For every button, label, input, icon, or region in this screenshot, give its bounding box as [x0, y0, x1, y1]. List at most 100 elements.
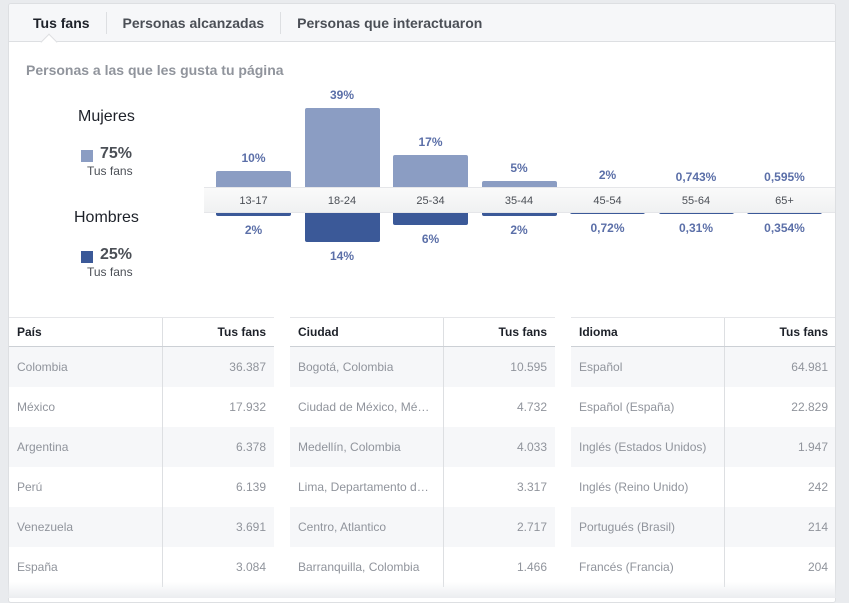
men-bar-label: 6% — [421, 231, 440, 246]
table-row: Perú 6.139 — [9, 467, 274, 507]
women-bar-label: 0,743% — [675, 170, 717, 184]
age-tick-label: 35-44 — [504, 195, 534, 207]
men-bar-label: 2% — [244, 223, 263, 238]
women-bar[interactable] — [304, 108, 380, 192]
age-tick-label: 55-64 — [681, 195, 711, 207]
table-row: Medellín, Colombia 4.033 — [290, 427, 555, 467]
men-bar-label: 0,354% — [764, 221, 805, 235]
column-header-language[interactable]: Idioma — [571, 318, 725, 346]
men-percent: 25% — [100, 246, 133, 263]
age-tick-label: 25-34 — [416, 195, 445, 207]
age-tick-label: 45-54 — [593, 195, 622, 207]
language-name: Inglés (Estados Unidos) — [571, 427, 725, 467]
table-row: Argentina 6.378 — [9, 427, 274, 467]
column-header-country[interactable]: País — [9, 318, 163, 346]
fan-count: 242 — [807, 480, 828, 494]
fan-count: 214 — [807, 520, 828, 534]
women-bar-label: 17% — [418, 135, 443, 150]
fan-count: 3.084 — [235, 560, 266, 574]
women-bar-label: 2% — [598, 167, 617, 182]
fan-count: 22.829 — [791, 400, 828, 414]
country-table: País Tus fans Colombia 36.387 México 17.932 Ar… — [9, 317, 274, 587]
tab-tus-fans[interactable]: Tus fans — [33, 14, 90, 31]
fan-count: 1.947 — [797, 440, 828, 454]
table-row: Barranquilla, Colombia 1.466 — [290, 547, 555, 587]
table-row: Inglés (Reino Unido) 242 — [571, 467, 835, 507]
women-bar[interactable] — [393, 155, 468, 192]
fan-count: 2.717 — [516, 520, 547, 534]
table-row: Francés (Francia) 204 — [571, 547, 835, 587]
language-name: Español — [571, 347, 725, 387]
age-gender-chart: Personas a las que les gusta tu página M… — [9, 4, 835, 314]
city-name: Medellín, Colombia — [290, 427, 444, 467]
language-name: Francés (Francia) — [571, 547, 725, 587]
country-name: Perú — [9, 467, 163, 507]
country-name: España — [9, 547, 163, 587]
women-bar-label: 5% — [510, 161, 528, 176]
tab-personas-interactuaron[interactable]: Personas que interactuaron — [280, 11, 498, 34]
language-name: Inglés (Reino Unido) — [571, 467, 725, 507]
age-tick-label: 65+ — [775, 195, 794, 207]
women-label: Mujeres — [78, 108, 135, 125]
women-percent: 75% — [100, 145, 133, 162]
city-name: Centro, Atlantico — [290, 507, 444, 547]
table-row: Colombia 36.387 — [9, 347, 274, 387]
tab-bar: Tus fans Personas alcanzadas Personas qu… — [9, 4, 835, 51]
language-name: Portugués (Brasil) — [571, 507, 725, 547]
men-bar-label: 0,72% — [590, 221, 625, 235]
age-axis — [204, 187, 835, 213]
city-name: Lima, Departamento d… — [290, 467, 444, 507]
column-header-fans[interactable]: Tus fans — [498, 325, 547, 339]
tab-personas-alcanzadas[interactable]: Personas alcanzadas — [105, 11, 281, 34]
table-header: Idioma Tus fans — [571, 317, 835, 347]
men-bar[interactable] — [304, 208, 380, 243]
bottom-fade — [0, 582, 849, 598]
city-name: Bogotá, Colombia — [290, 347, 444, 387]
fan-count: 1.466 — [516, 560, 547, 574]
table-row: Venezuela 3.691 — [9, 507, 274, 547]
table-row: Bogotá, Colombia 10.595 — [290, 347, 555, 387]
men-bar-label: 2% — [510, 223, 528, 238]
women-legend-swatch — [81, 150, 93, 162]
section-title: Personas a las que les gusta tu página — [26, 62, 284, 78]
age-tick-label: 18-24 — [327, 195, 357, 207]
fan-count: 204 — [807, 560, 828, 574]
column-header-fans[interactable]: Tus fans — [217, 325, 266, 339]
table-row: Español 64.981 — [571, 347, 835, 387]
table-row: Lima, Departamento d… 3.317 — [290, 467, 555, 507]
fan-count: 10.595 — [510, 360, 547, 374]
table-row: Ciudad de México, Mé… 4.732 — [290, 387, 555, 427]
fan-count: 4.732 — [516, 400, 547, 414]
column-header-city[interactable]: Ciudad — [290, 318, 444, 346]
fan-count: 6.378 — [235, 440, 266, 454]
audience-panel: Tus fans Personas alcanzadas Personas qu… — [8, 3, 836, 603]
country-name: Argentina — [9, 427, 163, 467]
table-row: Centro, Atlantico 2.717 — [290, 507, 555, 547]
table-header: País Tus fans — [9, 317, 274, 347]
men-sub: Tus fans — [87, 265, 133, 279]
city-table: Ciudad Tus fans Bogotá, Colombia 10.595 Ciud… — [290, 317, 555, 587]
women-bar-label: 10% — [241, 150, 266, 165]
fan-count: 17.932 — [229, 400, 266, 414]
city-name: Barranquilla, Colombia — [290, 547, 444, 587]
table-row: Inglés (Estados Unidos) 1.947 — [571, 427, 835, 467]
women-bar[interactable] — [216, 170, 291, 192]
men-label: Hombres — [74, 209, 139, 226]
table-row: España 3.084 — [9, 547, 274, 587]
women-bar-label: 0,595% — [764, 170, 805, 184]
fan-count: 36.387 — [229, 360, 266, 374]
language-name: Español (España) — [571, 387, 725, 427]
table-header: Ciudad Tus fans — [290, 317, 555, 347]
age-tick-label: 13-17 — [239, 195, 268, 207]
fan-count: 3.691 — [235, 520, 266, 534]
table-row: México 17.932 — [9, 387, 274, 427]
table-row: Portugués (Brasil) 214 — [571, 507, 835, 547]
country-name: Venezuela — [9, 507, 163, 547]
men-legend-swatch — [81, 251, 93, 263]
column-header-fans[interactable]: Tus fans — [779, 325, 828, 339]
women-bar-label: 39% — [329, 88, 355, 103]
country-name: Colombia — [9, 347, 163, 387]
fan-count: 64.981 — [791, 360, 828, 374]
women-bar[interactable] — [481, 181, 557, 192]
men-bar-label: 0,31% — [678, 221, 714, 235]
